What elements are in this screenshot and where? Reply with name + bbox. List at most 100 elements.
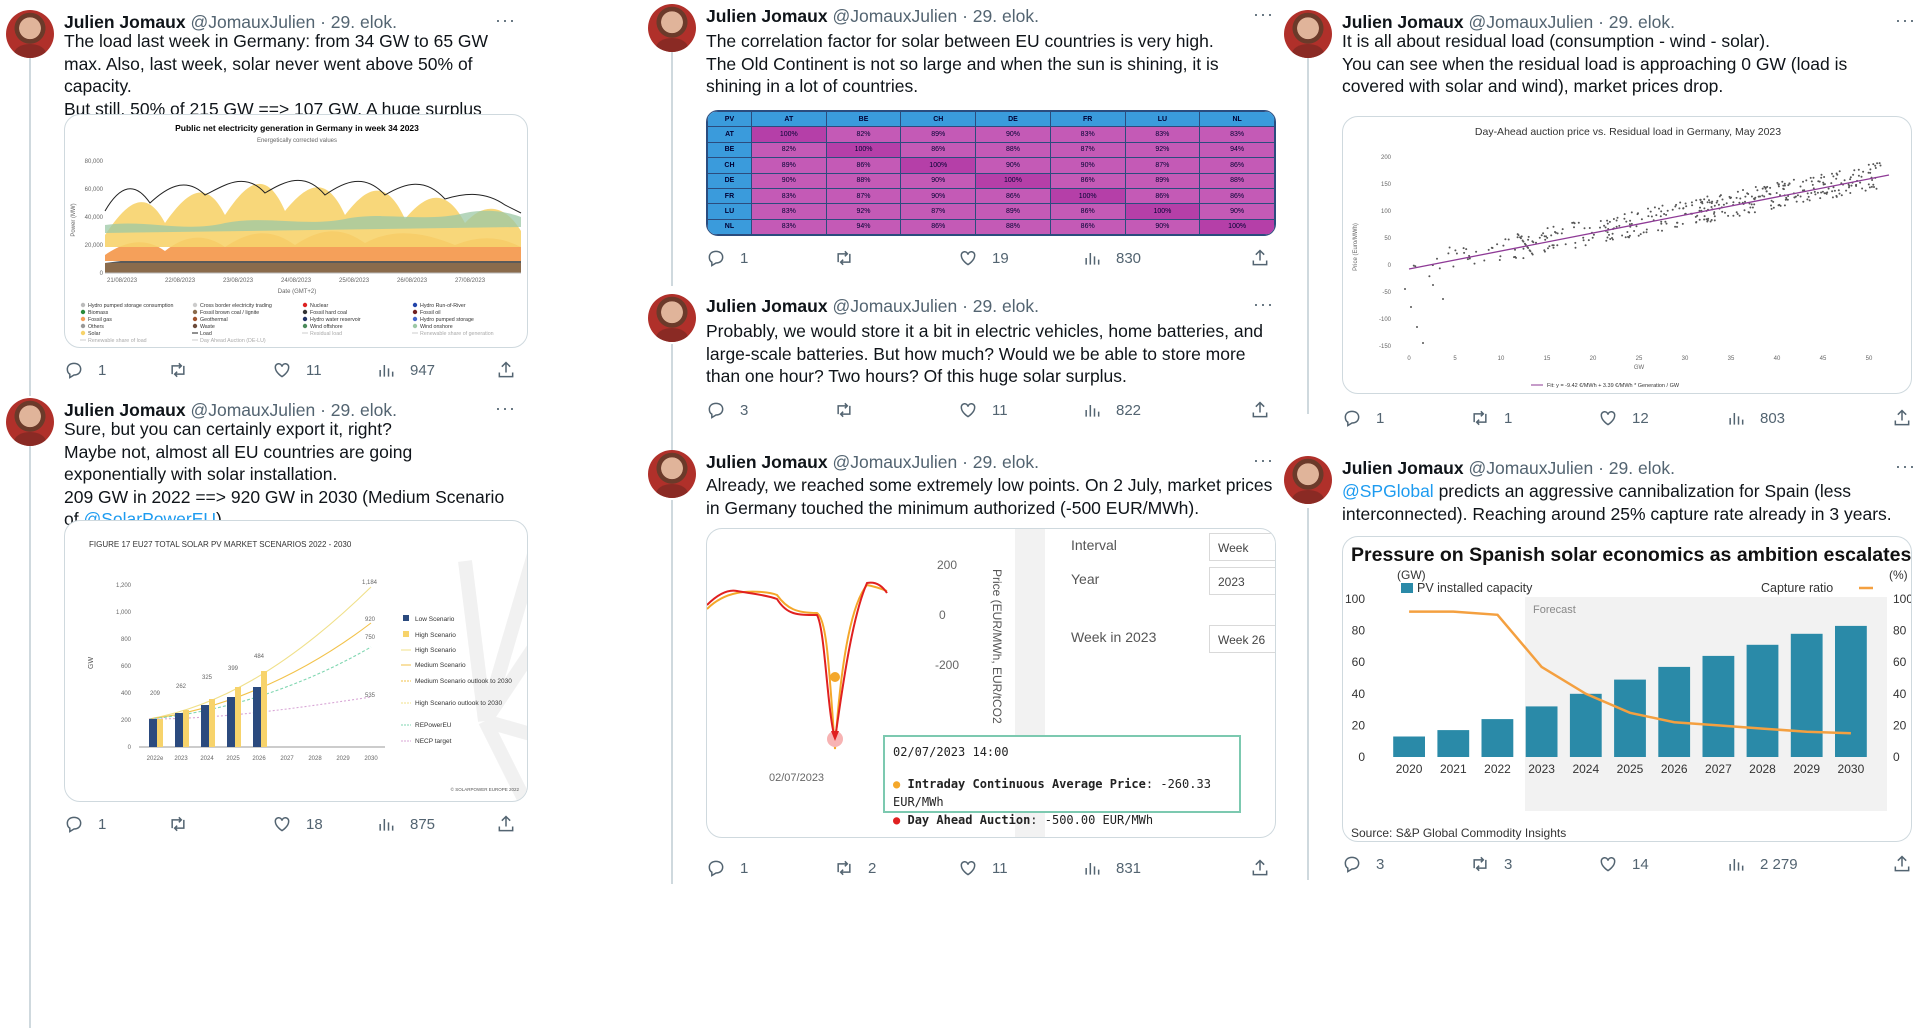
- share-button[interactable]: [496, 814, 516, 834]
- week-select[interactable]: Week 26: [1209, 625, 1275, 653]
- author-name[interactable]: Julien Jomaux: [706, 296, 828, 316]
- scatter-point: [1527, 235, 1530, 238]
- more-options-icon[interactable]: ···: [1253, 4, 1274, 24]
- avatar[interactable]: [1284, 10, 1332, 58]
- scatter-point: [1869, 171, 1872, 174]
- views-button[interactable]: 822: [1082, 400, 1141, 420]
- retweet-button[interactable]: 3: [1470, 854, 1512, 874]
- reply-button[interactable]: 1: [706, 248, 748, 268]
- tweet-date[interactable]: · 29. elok.: [320, 400, 397, 420]
- more-options-icon[interactable]: ···: [1895, 10, 1916, 30]
- author-handle[interactable]: @JomauxJulien: [190, 12, 316, 32]
- scatter-point: [1636, 213, 1639, 216]
- tweet-date[interactable]: · 29. elok.: [962, 296, 1039, 316]
- author-name[interactable]: Julien Jomaux: [706, 452, 828, 472]
- like-button[interactable]: 11: [272, 360, 322, 380]
- views-button[interactable]: 830: [1082, 248, 1141, 268]
- reply-button[interactable]: 3: [1342, 854, 1384, 874]
- avatar[interactable]: [6, 398, 54, 446]
- author-name[interactable]: Julien Jomaux: [64, 400, 186, 420]
- share-button[interactable]: [496, 360, 516, 380]
- author-name[interactable]: Julien Jomaux: [64, 12, 186, 32]
- correlation-table-image[interactable]: PV AT BE CH DE FR LU NL AT 100% 82% 89% 90% 83% 83% 83%…: [706, 110, 1276, 236]
- avatar[interactable]: [6, 10, 54, 58]
- more-options-icon[interactable]: ···: [1253, 450, 1274, 470]
- tweet[interactable]: Julien Jomaux @JomauxJulien · 29. elok. …: [1284, 456, 1916, 880]
- year-select[interactable]: 2023: [1209, 567, 1275, 595]
- share-button[interactable]: [1250, 400, 1270, 420]
- tweet[interactable]: Julien Jomaux @JomauxJulien · 29. elok. …: [648, 294, 1274, 424]
- scatter-point: [1584, 244, 1587, 247]
- author-name[interactable]: Julien Jomaux: [1342, 12, 1464, 32]
- more-options-icon[interactable]: ···: [1895, 456, 1916, 476]
- more-options-icon[interactable]: ···: [495, 10, 516, 30]
- reply-button[interactable]: 1: [64, 814, 106, 834]
- reply-button[interactable]: 3: [706, 400, 748, 420]
- views-button[interactable]: 803: [1726, 408, 1785, 428]
- more-options-icon[interactable]: ···: [1253, 294, 1274, 314]
- scatter-point: [1713, 204, 1716, 207]
- tweet-date[interactable]: · 29. elok.: [320, 12, 397, 32]
- scatter-chart-image[interactable]: Day-Ahead auction price vs. Residual loa…: [1342, 116, 1912, 394]
- avatar[interactable]: [1284, 456, 1332, 504]
- avatar[interactable]: [648, 4, 696, 52]
- retweet-button[interactable]: 2: [834, 858, 876, 878]
- svg-text:High Scenario: High Scenario: [415, 632, 456, 639]
- tweet[interactable]: Julien Jomaux @JomauxJulien · 29. elok. …: [648, 4, 1276, 274]
- views-button[interactable]: 831: [1082, 858, 1141, 878]
- author-name[interactable]: Julien Jomaux: [706, 6, 828, 26]
- mention-link[interactable]: @SPGlobal: [1342, 481, 1434, 501]
- view-count: 803: [1760, 409, 1786, 427]
- share-button[interactable]: [1250, 858, 1270, 878]
- scatter-point: [1519, 237, 1522, 240]
- share-button[interactable]: [1892, 854, 1912, 874]
- tweet-date[interactable]: · 29. elok.: [1598, 458, 1675, 478]
- views-button[interactable]: 2 279: [1726, 854, 1798, 874]
- tweet-date[interactable]: · 29. elok.: [1598, 12, 1675, 32]
- retweet-button[interactable]: 1: [1470, 408, 1512, 428]
- tweet-date[interactable]: · 29. elok.: [962, 452, 1039, 472]
- like-button[interactable]: 18: [272, 814, 323, 834]
- author-handle[interactable]: @JomauxJulien: [832, 296, 958, 316]
- like-button[interactable]: 11: [958, 400, 1008, 420]
- author-handle[interactable]: @JomauxJulien: [1468, 458, 1594, 478]
- author-handle[interactable]: @JomauxJulien: [832, 452, 958, 472]
- more-options-icon[interactable]: ···: [495, 398, 516, 418]
- like-button[interactable]: 14: [1598, 854, 1649, 874]
- scatter-point: [1796, 194, 1799, 197]
- author-handle[interactable]: @JomauxJulien: [832, 6, 958, 26]
- reply-button[interactable]: 1: [64, 360, 106, 380]
- price-chart-screenshot[interactable]: 200 0 -200 Price (EUR/MWh, EUR/tCO2 02/0…: [706, 528, 1276, 838]
- reply-button[interactable]: 1: [1342, 408, 1384, 428]
- retweet-button[interactable]: [834, 400, 868, 420]
- share-button[interactable]: [1250, 248, 1270, 268]
- tweet[interactable]: Julien Jomaux @JomauxJulien · 29. elok. …: [648, 450, 1276, 880]
- reply-button[interactable]: 1: [706, 858, 748, 878]
- avatar[interactable]: [648, 294, 696, 342]
- share-button[interactable]: [1892, 408, 1912, 428]
- spain-solar-chart-image[interactable]: Pressure on Spanish solar economics as a…: [1342, 536, 1912, 842]
- like-button[interactable]: 12: [1598, 408, 1649, 428]
- tweet-date[interactable]: · 29. elok.: [962, 6, 1039, 26]
- generation-chart-image[interactable]: Public net electricity generation in Ger…: [64, 114, 528, 348]
- retweet-button[interactable]: [168, 360, 202, 380]
- bar-chart-icon: [1729, 413, 1744, 425]
- scatter-point: [1732, 201, 1735, 204]
- tweet[interactable]: Julien Jomaux @JomauxJulien · 29. elok. …: [6, 10, 528, 380]
- retweet-button[interactable]: [168, 814, 202, 834]
- scatter-point: [1606, 236, 1609, 239]
- tweet[interactable]: Julien Jomaux @JomauxJulien · 29. elok. …: [1284, 10, 1916, 430]
- author-name[interactable]: Julien Jomaux: [1342, 458, 1464, 478]
- like-button[interactable]: 11: [958, 858, 1008, 878]
- author-handle[interactable]: @JomauxJulien: [190, 400, 316, 420]
- interval-select[interactable]: Week: [1209, 533, 1275, 561]
- avatar[interactable]: [648, 450, 696, 498]
- author-handle[interactable]: @JomauxJulien: [1468, 12, 1594, 32]
- retweet-button[interactable]: [834, 248, 868, 268]
- like-button[interactable]: 19: [958, 248, 1009, 268]
- views-button[interactable]: 875: [376, 814, 435, 834]
- thread-connector: [671, 500, 673, 884]
- solar-scenarios-chart-image[interactable]: FIGURE 17 EU27 TOTAL SOLAR PV MARKET SCE…: [64, 520, 528, 802]
- tweet[interactable]: Julien Jomaux @JomauxJulien · 29. elok. …: [6, 398, 528, 1028]
- views-button[interactable]: 947: [376, 360, 435, 380]
